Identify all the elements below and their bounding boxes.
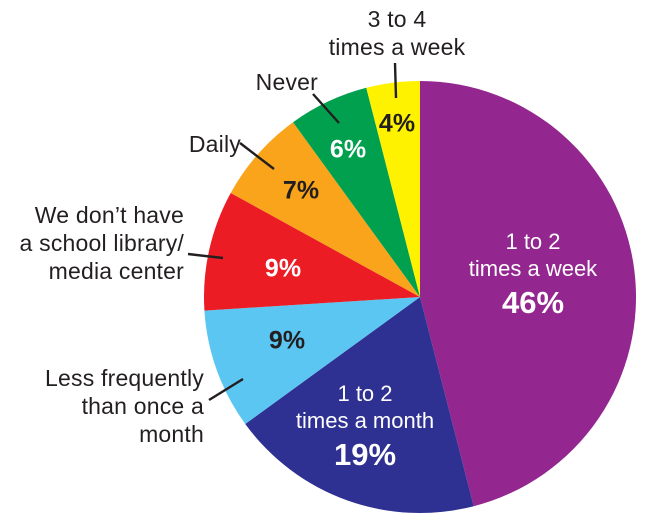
callout-no-school-library: We don’t have a school library/ media ce…: [0, 201, 184, 285]
leader-line: [239, 142, 275, 170]
slice-label-line: 1 to 2: [505, 229, 561, 254]
pie-slice-5-6%: [293, 87, 420, 297]
callout-line: a school library/: [19, 230, 184, 256]
pct-label-less-frequently: 9%: [268, 326, 306, 355]
pct-label-never: 6%: [329, 135, 367, 164]
callout-line: Less frequently: [45, 365, 204, 391]
callout-line: media center: [48, 258, 184, 284]
callout-line: 3 to 4: [367, 6, 427, 32]
callout-3-to-4-times-a-week: 3 to 4 times a week: [317, 5, 477, 61]
slice-label-line: times a month: [295, 408, 435, 433]
pie-slice-3-9%: [204, 192, 420, 311]
leader-line: [393, 62, 398, 99]
callout-line: times a week: [328, 34, 466, 60]
callout-line: than once a: [81, 393, 204, 419]
pie-slice-4-7%: [230, 122, 420, 298]
callout-daily: Daily: [188, 131, 241, 157]
pct-label-daily: 7%: [282, 176, 320, 205]
callout-never: Never: [255, 69, 318, 95]
pie-slice-1-19%: [245, 297, 474, 513]
pct-label-19: 19%: [333, 437, 397, 472]
callout-line: We don’t have: [34, 202, 184, 228]
slice-label-line: 1 to 2: [337, 381, 393, 406]
pie-slice-6-4%: [366, 81, 420, 297]
pct-label-3-to-4: 4%: [378, 109, 416, 138]
leader-line: [208, 377, 244, 402]
callout-less-frequently: Less frequently than once a month: [20, 364, 204, 448]
slice-label-1-to-2-times-a-month: 1 to 2 times a month 19%: [283, 380, 447, 472]
pct-label-46: 46%: [501, 285, 565, 320]
slice-label-line: times a week: [468, 256, 598, 281]
leader-line: [312, 93, 340, 124]
callout-line: month: [139, 421, 204, 447]
pie-slice-0-46%: [420, 81, 637, 507]
pct-label-no-school-library: 9%: [264, 254, 302, 283]
slice-label-1-to-2-times-a-week: 1 to 2 times a week 46%: [448, 228, 618, 320]
leader-line: [187, 252, 224, 260]
pie-slice-2-9%: [204, 297, 420, 424]
